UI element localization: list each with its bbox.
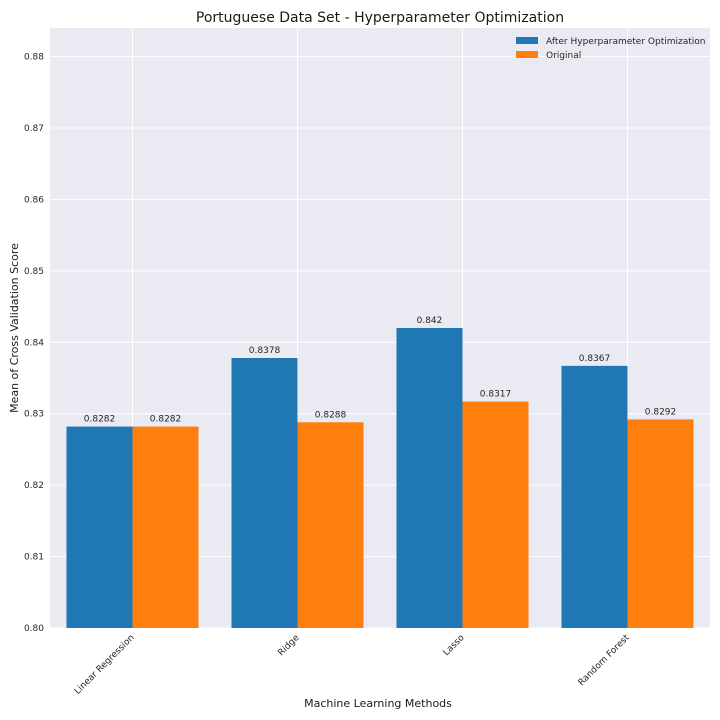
bar — [462, 401, 529, 628]
y-tick-label: 0.81 — [24, 553, 44, 563]
y-tick-label: 0.85 — [24, 267, 44, 277]
bar-value-label: 0.8367 — [579, 354, 611, 364]
x-tick-label: Ridge — [276, 633, 302, 659]
bar-value-label: 0.8317 — [480, 390, 512, 400]
y-tick-label: 0.83 — [24, 410, 44, 420]
legend-label: Original — [546, 51, 581, 61]
bar — [66, 426, 133, 628]
bar-value-label: 0.8378 — [249, 346, 281, 356]
bar — [627, 419, 694, 628]
bar — [561, 365, 628, 628]
y-tick-label: 0.84 — [24, 338, 44, 348]
legend-label: After Hyperparameter Optimization — [546, 37, 705, 47]
bar-value-label: 0.8282 — [84, 415, 116, 425]
chart-title: Portuguese Data Set - Hyperparameter Opt… — [196, 10, 564, 26]
x-tick-label: Lasso — [442, 633, 467, 658]
bar-value-label: 0.8282 — [150, 415, 182, 425]
x-tick-label: Linear Regression — [73, 633, 137, 697]
y-tick-label: 0.86 — [24, 195, 44, 205]
bars — [66, 328, 694, 628]
y-axis-label: Mean of Cross Validation Score — [8, 243, 21, 413]
y-tick-label: 0.87 — [24, 124, 44, 134]
bar — [396, 328, 463, 628]
bar — [231, 358, 298, 628]
x-axis-label: Machine Learning Methods — [304, 697, 452, 710]
bar — [132, 426, 199, 628]
bar-value-label: 0.842 — [417, 316, 443, 326]
y-axis-ticks: 0.80 0.81 0.82 0.83 0.84 0.85 0.86 0.87 0.88 — [24, 53, 44, 634]
data-labels: 0.8282 0.8378 0.842 0.8367 0.8282 0.8288 0.831… — [84, 316, 677, 425]
y-tick-label: 0.82 — [24, 481, 44, 491]
bar-value-label: 0.8288 — [315, 410, 347, 420]
bar — [297, 422, 364, 628]
bar-value-label: 0.8292 — [645, 407, 677, 417]
legend-swatch — [516, 51, 538, 58]
legend: After Hyperparameter Optimization Origina… — [516, 37, 705, 61]
y-tick-label: 0.80 — [24, 624, 44, 634]
y-tick-label: 0.88 — [24, 53, 44, 63]
x-axis-ticks: Linear Regression Ridge Lasso Random Forest — [73, 633, 632, 697]
legend-swatch — [516, 37, 538, 44]
x-tick-label: Random Forest — [577, 633, 632, 688]
